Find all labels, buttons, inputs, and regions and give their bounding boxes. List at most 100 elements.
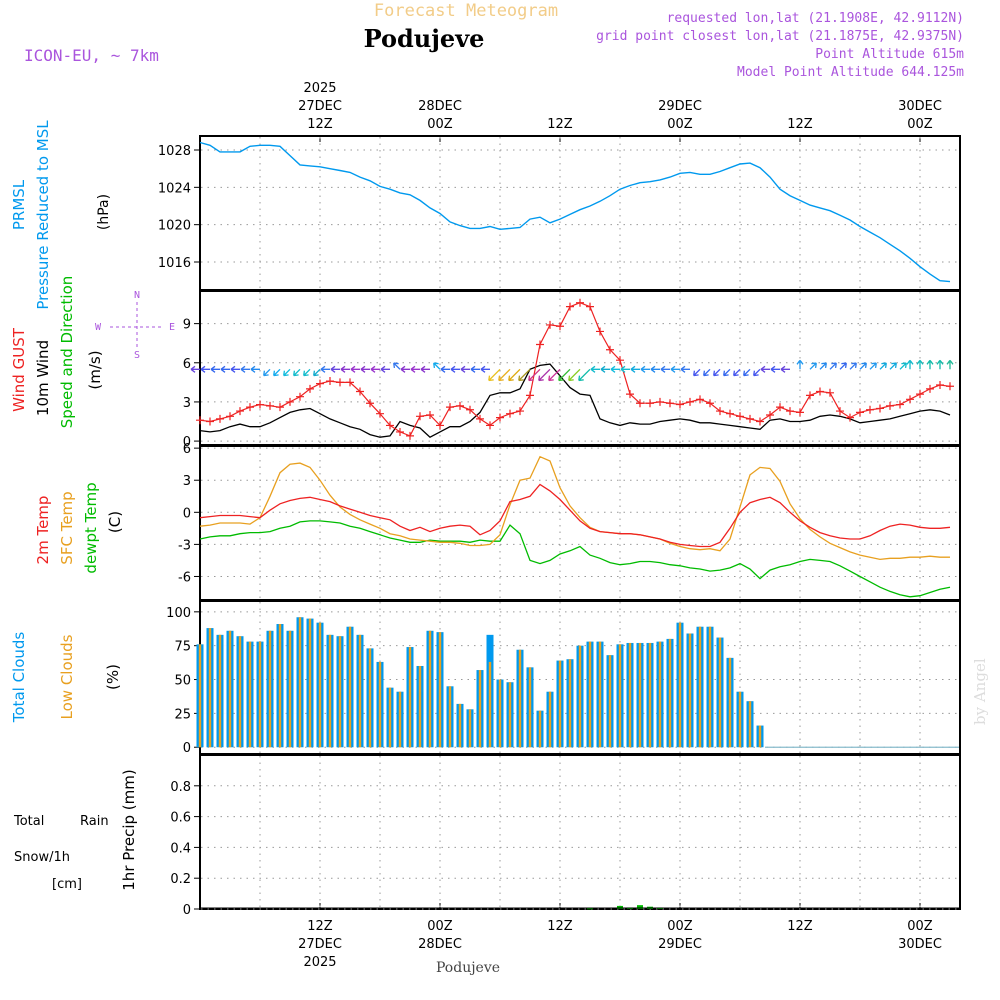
time-label-top: 29DEC <box>658 99 702 114</box>
gust-marker <box>376 409 384 418</box>
ytick-label-clouds: 25 <box>174 707 191 722</box>
ytick-label-temperature: 6 <box>183 442 191 457</box>
gust-marker <box>606 345 614 354</box>
low-cloud-bar <box>648 642 652 748</box>
gust-marker <box>386 421 394 430</box>
gust-marker <box>476 414 484 423</box>
wind-direction-arrow <box>548 368 561 382</box>
wind-direction-arrow <box>743 368 751 377</box>
gust-marker <box>886 401 894 410</box>
wind-direction-arrow <box>770 365 780 373</box>
wind-direction-arrow <box>273 368 281 377</box>
wind-direction-arrow <box>936 359 944 370</box>
gust-marker <box>646 399 654 408</box>
gust-marker <box>196 416 204 425</box>
panel-legends: PRMSL Pressure Reduced to MSL (hPa) Wind GU… <box>10 120 138 892</box>
wind-direction-arrow <box>498 368 511 382</box>
gust-marker <box>846 413 854 422</box>
low-cloud-bar <box>288 630 292 748</box>
low-cloud-bar <box>728 657 732 748</box>
low-cloud-bar <box>408 647 412 748</box>
ytick-label-temperature: -6 <box>178 570 191 585</box>
gust-marker <box>906 395 914 404</box>
compass-south: S <box>134 350 140 361</box>
legend-10m-wind: 10m Wind <box>34 340 52 416</box>
gust-marker <box>396 427 404 436</box>
pressure-line <box>199 141 951 283</box>
gust-marker <box>206 417 214 426</box>
wind-direction-arrow <box>350 365 360 373</box>
gust-marker <box>596 327 604 336</box>
ytick-label-clouds: 0 <box>183 741 191 756</box>
wind-direction-arrow <box>693 368 701 377</box>
ytick-label-temperature: 0 <box>183 506 191 521</box>
gust-marker <box>366 399 374 408</box>
gust-marker <box>246 403 254 412</box>
gust-marker <box>406 431 414 440</box>
wind-direction-arrow <box>250 365 260 373</box>
wind-direction-arrow <box>440 365 450 373</box>
wind-direction-arrow <box>916 359 924 370</box>
gust-marker <box>446 403 454 412</box>
wind-speed-line <box>199 363 951 438</box>
footer-location: Podujeve <box>436 960 500 976</box>
gust-marker <box>536 340 544 349</box>
low-cloud-bar <box>468 709 472 748</box>
low-cloud-bar <box>708 626 712 748</box>
low-cloud-bar <box>198 644 202 748</box>
wind-direction-arrow <box>360 365 370 373</box>
grid-lines: 10161020102410280369-6-3036025507510000.… <box>158 137 959 918</box>
low-cloud-bar <box>428 630 432 748</box>
low-cloud-bar <box>548 691 552 748</box>
low-cloud-bar <box>718 637 722 748</box>
wind-direction-arrow <box>220 365 230 373</box>
legend-precip-unit: 1hr Precip (mm) <box>120 769 138 890</box>
wind-direction-arrow <box>630 365 640 373</box>
time-label-top: 2025 <box>303 81 336 96</box>
legend-rain: Rain <box>80 814 109 829</box>
low-cloud-bar <box>568 659 572 748</box>
credit-watermark: by Angel <box>971 658 989 725</box>
legend-pressure-msl: Pressure Reduced to MSL <box>34 120 52 310</box>
low-cloud-bar <box>638 642 642 748</box>
low-cloud-bar <box>378 661 382 748</box>
low-cloud-bar <box>228 630 232 748</box>
wind-direction-arrow <box>370 365 380 373</box>
ytick-label-precipitation: 0 <box>183 903 191 918</box>
low-cloud-bar <box>338 636 342 748</box>
low-cloud-bar <box>518 649 522 748</box>
wind-direction-arrow <box>303 368 311 377</box>
low-cloud-bar <box>248 641 252 748</box>
gust-marker <box>356 387 364 396</box>
low-cloud-bar <box>748 701 752 748</box>
wind-direction-arrow <box>410 365 420 373</box>
wind-direction-arrow <box>620 365 630 373</box>
legend-temp-unit: (C) <box>106 511 124 533</box>
wind-direction-arrow <box>528 368 541 382</box>
gust-marker <box>236 407 244 416</box>
ytick-label-pressure: 1024 <box>158 181 191 196</box>
gust-marker <box>216 414 224 423</box>
wind-direction-arrow <box>340 365 350 373</box>
gust-marker <box>926 384 934 393</box>
gust-marker <box>256 400 264 409</box>
gust-marker <box>856 408 864 417</box>
low-cloud-bar <box>698 626 702 748</box>
wind-direction-arrow <box>283 368 291 377</box>
wind-direction-arrow <box>859 362 867 370</box>
gust-marker <box>276 403 284 412</box>
wind-direction-arrow <box>839 362 847 370</box>
time-label-bottom: 2025 <box>303 955 336 970</box>
low-cloud-bar <box>398 691 402 748</box>
wind-direction-arrow <box>508 368 521 382</box>
wind-direction-arrow <box>703 368 711 377</box>
gust-marker <box>486 421 494 430</box>
wind-direction-arrow <box>320 365 330 373</box>
wind-direction-arrow <box>753 368 761 377</box>
ytick-label-wind: 9 <box>183 318 191 333</box>
gust-marker <box>346 378 354 387</box>
wind-direction-arrow <box>518 368 531 382</box>
meteogram-title: Forecast Meteogram <box>374 1 558 21</box>
time-label-bottom: 00Z <box>907 919 933 934</box>
time-axis-bottom: 12Z 27DEC 2025 00Z 28DEC 12Z 00Z 29DEC 12Z 00Z 30D… <box>298 903 942 970</box>
